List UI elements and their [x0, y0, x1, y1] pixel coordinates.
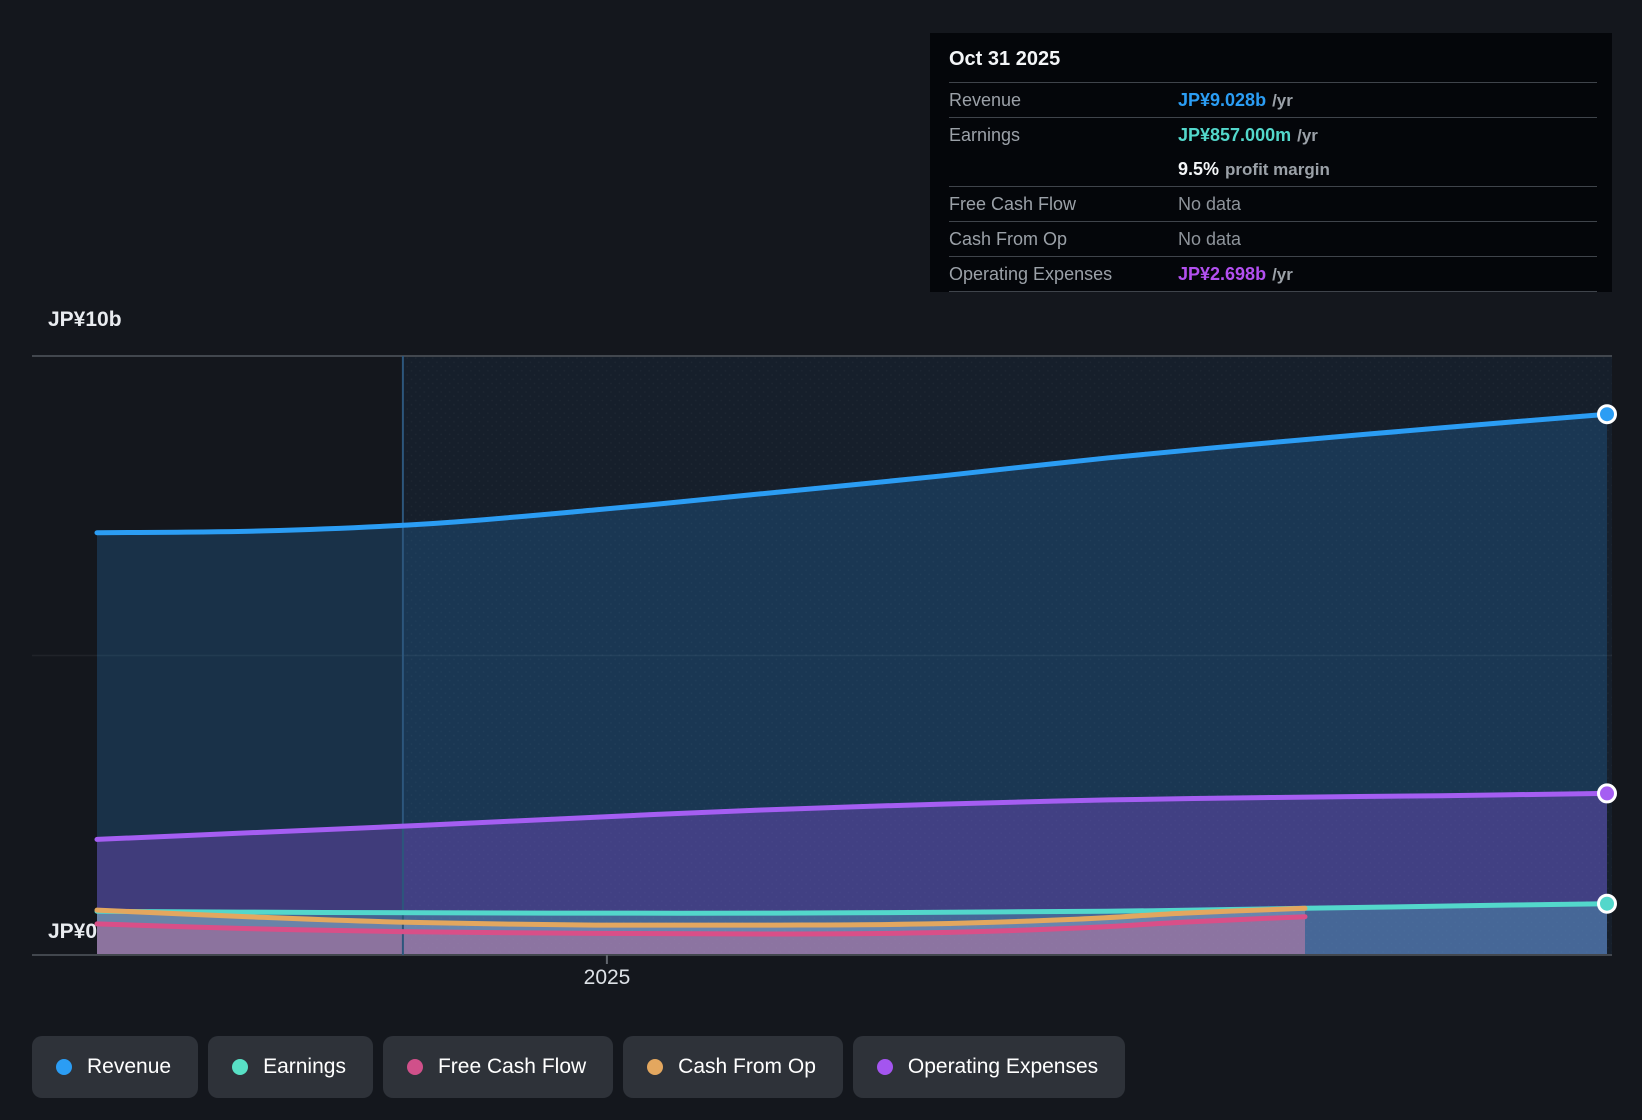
operating-expenses-endpoint-marker[interactable]	[1597, 783, 1617, 804]
tooltip-divider	[949, 82, 1597, 83]
tooltip-divider	[949, 256, 1597, 257]
chart-tooltip: Oct 31 2025 Revenue JP¥9.028b/yr Earning…	[930, 33, 1612, 292]
free-cash-flow-series-dot-icon	[406, 1059, 423, 1075]
tooltip-value-free-cash-flow: No data	[1178, 193, 1242, 214]
legend-label-operating-expenses: Operating Expenses	[907, 1055, 1099, 1078]
tooltip-suffix-operating-expenses: /yr	[1272, 264, 1293, 284]
revenue-endpoint-marker[interactable]	[1597, 404, 1617, 425]
legend-label-revenue: Revenue	[87, 1055, 172, 1078]
tooltip-value-operating-expenses: JP¥2.698b	[1178, 263, 1267, 284]
tooltip-value-cash-from-op: No data	[1178, 228, 1242, 249]
operating-expenses-series-dot-icon	[876, 1059, 893, 1075]
tooltip-label-cash-from-op: Cash From Op	[949, 228, 1068, 249]
earnings-endpoint-marker[interactable]	[1597, 893, 1617, 914]
legend-chip-free-cash-flow[interactable]: Free Cash Flow	[382, 1036, 614, 1098]
tooltip-label-earnings: Earnings	[949, 124, 1021, 145]
tooltip-divider	[949, 186, 1597, 187]
legend-chip-revenue[interactable]: Revenue	[32, 1036, 199, 1098]
y-axis-label-zero: JP¥0	[48, 920, 98, 943]
operating-expenses-line	[94, 790, 1610, 842]
earnings-area	[97, 903, 1607, 955]
tooltip-label-free-cash-flow: Free Cash Flow	[949, 193, 1077, 214]
legend-label-earnings: Earnings	[263, 1055, 346, 1078]
legend-chip-operating-expenses[interactable]: Operating Expenses	[852, 1036, 1126, 1098]
tooltip-date: Oct 31 2025	[949, 48, 1061, 70]
tooltip-divider	[949, 117, 1597, 118]
revenue-area	[97, 414, 1607, 955]
tooltip-divider	[949, 221, 1597, 222]
legend-chip-cash-from-op[interactable]: Cash From Op	[623, 1036, 843, 1098]
legend-label-free-cash-flow: Free Cash Flow	[437, 1055, 587, 1078]
tooltip-row-earnings: Earnings JP¥857.000m/yr	[930, 118, 1612, 152]
cash-from-op-line	[94, 905, 1308, 928]
revenue-series-dot-icon	[56, 1059, 72, 1075]
free-cash-flow-line	[94, 914, 1308, 937]
tooltip-row-operating-expenses: Operating Expenses JP¥2.698b/yr	[930, 257, 1612, 291]
tooltip-divider	[949, 291, 1597, 292]
forecast-hatch-pattern	[402, 356, 1612, 955]
legend-label-cash-from-op: Cash From Op	[678, 1055, 816, 1078]
tooltip-value-earnings: JP¥857.000m	[1178, 124, 1292, 145]
earnings-line	[94, 901, 1610, 916]
cash-from-op-series-dot-icon	[647, 1059, 664, 1075]
tooltip-label-operating-expenses: Operating Expenses	[949, 263, 1113, 284]
tooltip-suffix-earnings: /yr	[1297, 125, 1318, 145]
tooltip-row-profit-margin: 9.5% profit margin	[930, 152, 1612, 186]
tooltip-value-revenue: JP¥9.028b	[1178, 89, 1267, 110]
tooltip-row-revenue: Revenue JP¥9.028b/yr	[930, 83, 1612, 117]
legend-chip-earnings[interactable]: Earnings	[208, 1036, 373, 1098]
tooltip-suffix-profit-margin: profit margin	[1225, 159, 1330, 179]
earnings-series-dot-icon	[232, 1059, 249, 1075]
tooltip-row-cash-from-op: Cash From Op No data	[930, 222, 1612, 256]
tooltip-label-revenue: Revenue	[949, 89, 1022, 110]
chart-legend: Revenue Earnings Free Cash Flow Cash From O…	[32, 1036, 1126, 1098]
tooltip-value-profit-margin: 9.5%	[1178, 158, 1220, 179]
tooltip-suffix-revenue: /yr	[1272, 90, 1293, 110]
x-axis-tick-2025: 2025	[583, 966, 631, 989]
tooltip-row-free-cash-flow: Free Cash Flow No data	[930, 187, 1612, 221]
revenue-line	[94, 411, 1610, 536]
y-axis-label-10b: JP¥10b	[48, 308, 122, 331]
